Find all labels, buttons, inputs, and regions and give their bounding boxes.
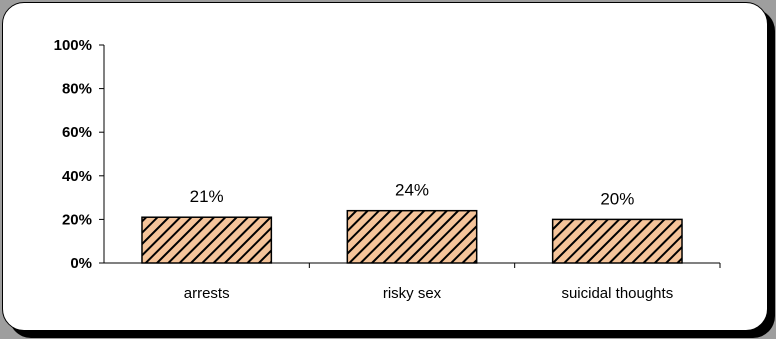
bars: [141, 209, 683, 264]
data-label: 21%: [190, 187, 224, 206]
bar-risky-sex: [346, 209, 478, 264]
bar-suicidal-thoughts: [551, 218, 683, 264]
y-tick-label: 20%: [62, 211, 92, 228]
labels: 0% 20% 40% 60% 80% 100% 21% arrests 24% risky sex…: [54, 37, 674, 302]
y-tick-label: 80%: [62, 81, 92, 98]
y-tick-label: 60%: [62, 124, 92, 141]
category-label: arrests: [184, 285, 230, 302]
y-tick-label: 100%: [54, 37, 92, 54]
category-label: suicidal thoughts: [561, 285, 673, 302]
y-tick-label: 0%: [70, 255, 92, 272]
category-label: risky sex: [383, 285, 442, 302]
bar-arrests: [141, 216, 273, 264]
y-tick-label: 40%: [62, 168, 92, 185]
chart-card: [2, 2, 768, 331]
data-label: 20%: [600, 189, 634, 208]
data-label: 24%: [395, 181, 429, 200]
